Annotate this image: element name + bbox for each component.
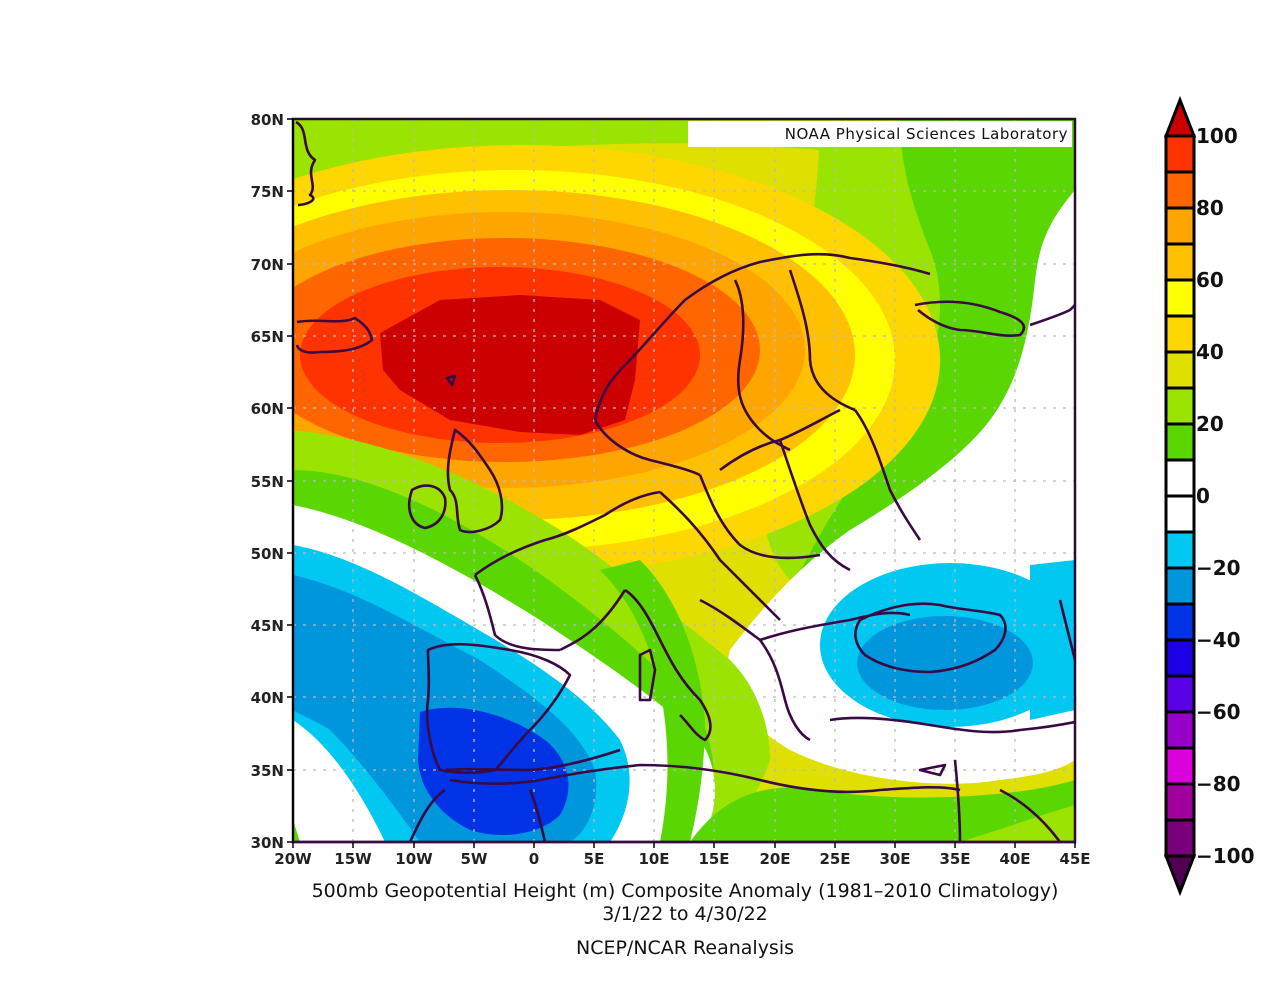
contour-20-30-se [960, 805, 1075, 842]
chart-title: 500mb Geopotential Height (m) Composite … [312, 880, 1059, 902]
colorbar-label: −80 [1196, 772, 1241, 796]
y-tick-label: 60N [251, 400, 284, 418]
x-tick-label: 10W [395, 850, 433, 868]
x-tick-label: 40E [999, 850, 1030, 868]
contour-neg20-30-blacksea [857, 616, 1033, 710]
colorbar-label: −100 [1196, 844, 1255, 868]
coastlines [295, 120, 1075, 842]
data-source: NCEP/NCAR Reanalysis [576, 937, 794, 959]
colorbar-label: −60 [1196, 700, 1241, 724]
x-tick-label: 15W [334, 850, 372, 868]
y-tick-label: 40N [251, 689, 284, 707]
colorbar-label: −20 [1196, 556, 1241, 580]
colorbar-label: −40 [1196, 628, 1241, 652]
x-tick-label: 30E [879, 850, 910, 868]
colorbar-label: 60 [1196, 268, 1224, 292]
x-tick-label: 5E [584, 850, 605, 868]
y-tick-label: 35N [251, 762, 284, 780]
x-tick-label: 20E [759, 850, 790, 868]
x-tick-label: 25E [819, 850, 850, 868]
contour-100-plus [380, 295, 640, 435]
x-tick-label: 15E [698, 850, 729, 868]
contour-20-north-strip [293, 119, 700, 165]
colorbar-label: 80 [1196, 196, 1224, 220]
y-tick-label: 75N [251, 183, 284, 201]
graticule [293, 119, 1075, 842]
contour-neg10-20-east-edge [1030, 560, 1075, 720]
y-tick-label: 45N [251, 617, 284, 635]
x-tick-label: 45E [1059, 850, 1090, 868]
colorbar-label: 40 [1196, 340, 1224, 364]
colorbar [1163, 95, 1197, 897]
y-tick-label: 70N [251, 256, 284, 274]
x-tick-label: 10E [638, 850, 669, 868]
y-tick-label: 80N [251, 111, 284, 129]
contour-zero-far-sw [293, 720, 385, 842]
date-range: 3/1/22 to 4/30/22 [602, 903, 768, 925]
y-axis: 30N 35N 40N 45N 50N 55N 60N 65N 70N 75N … [251, 111, 293, 852]
x-tick-label: 35E [939, 850, 970, 868]
colorbar-labels: 100 80 60 40 20 0 −20 −40 −60 −80 −100 [1196, 124, 1255, 868]
y-tick-label: 55N [251, 473, 284, 491]
y-tick-label: 65N [251, 328, 284, 346]
credit-box [688, 121, 1072, 147]
colorbar-label: 100 [1196, 124, 1238, 148]
x-tick-label: 20W [274, 850, 312, 868]
x-tick-label: 0 [529, 850, 539, 868]
x-tick-label: 5W [461, 850, 488, 868]
map-panel: NOAA Physical Sciences Laboratory [293, 119, 1075, 842]
colorbar-min-arrow [1163, 854, 1197, 897]
y-tick-label: 50N [251, 545, 284, 563]
credit-label: NOAA Physical Sciences Laboratory [785, 125, 1068, 143]
contour-10-20-italy [600, 560, 705, 842]
contour-10-20-corner [293, 820, 300, 842]
colorbar-label: 20 [1196, 412, 1224, 436]
contour-10-20-se [690, 780, 1075, 842]
x-axis: 20W 15W 10W 5W 0 5E 10E 15E 20E 25E 30E … [274, 842, 1091, 868]
colorbar-label: 0 [1196, 484, 1210, 508]
colorbar-max-arrow [1163, 95, 1197, 138]
y-tick-label: 30N [251, 834, 284, 852]
